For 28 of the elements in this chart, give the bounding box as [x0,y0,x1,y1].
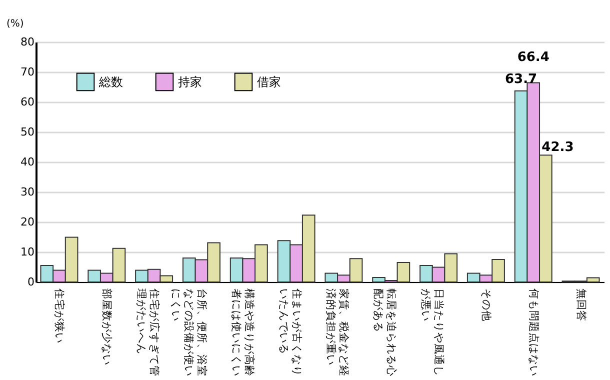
y-tick-label: 80 [20,36,34,48]
y-tick-label: 20 [20,216,34,228]
y-tick-label: 40 [20,156,34,168]
x-tick-label: 家賃、税金など経済的負担が重い [324,288,351,376]
data-label: 42.3 [542,140,574,156]
x-tick-label: 構造や造りが高齢者には使いにくい [230,288,256,376]
y-tick-label: 0 [28,276,34,288]
y-tick-label: 70 [20,66,34,78]
x-tick-label: 何も問題点はない [527,288,540,376]
x-tick-label: 無回答 [574,288,587,322]
x-tick-label: 住宅が狭い [53,288,66,344]
x-tick-label: 台所、便所、浴室などの設備が使いにくい [169,288,208,376]
x-tick-label: その他 [480,288,492,322]
legend-label: 持家 [178,74,202,89]
data-label: 66.4 [517,50,550,65]
y-tick-label: 60 [20,96,34,108]
y-tick-label: 30 [20,186,34,198]
x-tick-label: 住まいが古くなりいたんでいる [277,288,304,376]
y-axis-title: (%) [6,18,24,30]
x-tick-label: 転居を迫られる心配がある [372,288,398,376]
x-tick-label: 部屋数が少ない [100,288,114,366]
y-tick-label: 10 [20,246,34,258]
x-tick-label: 住宅が広すぎて管理がたいへん [135,288,162,376]
legend-label: 借家 [257,74,281,89]
legend-label: 総数 [98,74,123,89]
x-tick-label: 日当たりや風通しが悪い [420,288,446,376]
data-label: 63.7 [504,72,538,87]
y-tick-label: 50 [20,126,34,138]
